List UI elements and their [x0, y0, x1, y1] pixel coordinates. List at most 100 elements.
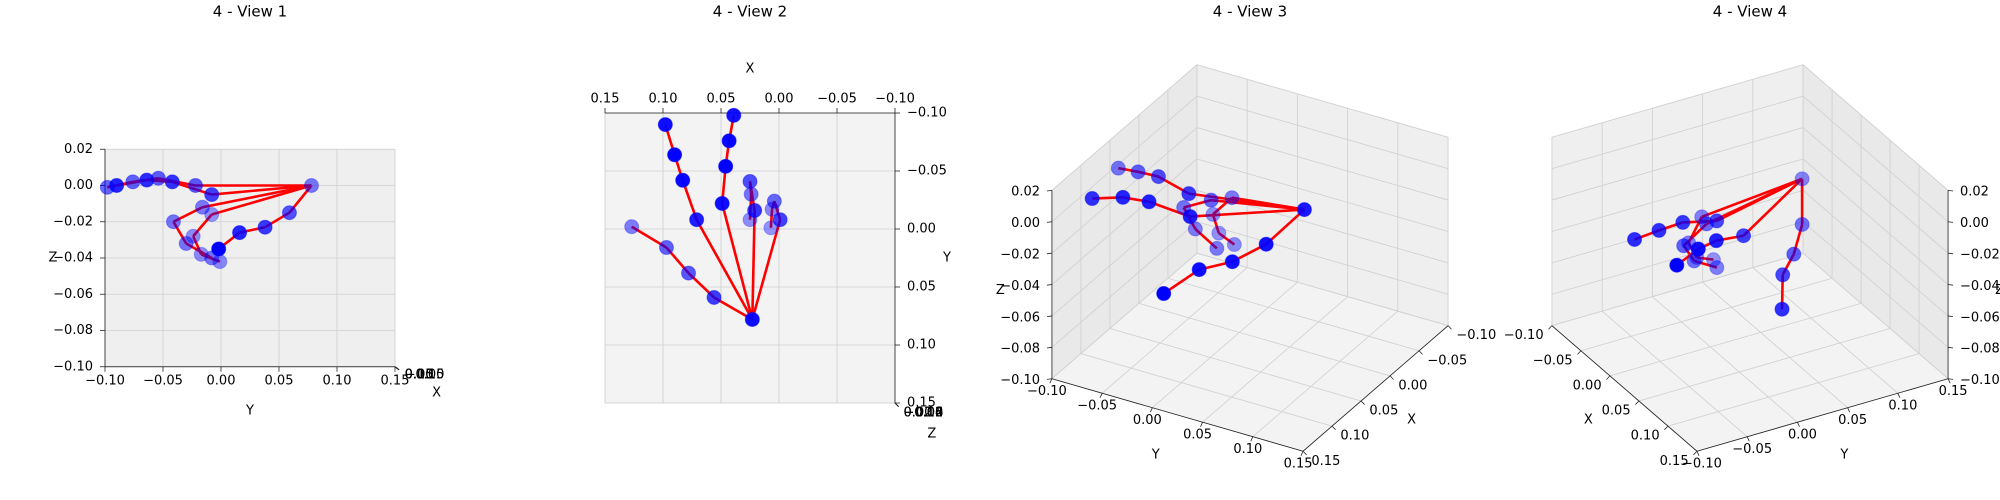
tick-mark	[1300, 451, 1304, 456]
tick-mark	[1948, 284, 1954, 286]
keypoint	[766, 193, 782, 209]
bone	[695, 219, 754, 321]
tick-label: −0.10	[875, 92, 915, 107]
tick-label: 0.00	[1960, 216, 1989, 231]
tick-mark	[1360, 400, 1365, 405]
tick-label: −0.04	[1000, 279, 1040, 294]
tick-mark	[1099, 393, 1103, 398]
tick-mark	[1948, 378, 1954, 380]
tick-label: 0.10	[405, 368, 434, 383]
tick-label: −0.10	[907, 106, 947, 121]
tick-label: 0.15	[1939, 384, 1968, 399]
keypoint	[675, 172, 691, 188]
keypoint	[204, 207, 220, 222]
tick-label: −0.05	[143, 373, 183, 388]
keypoint	[187, 178, 203, 193]
tick-label: 0.02	[1011, 185, 1040, 200]
tick-label: 0.00	[907, 222, 936, 237]
keypoint	[1150, 169, 1166, 185]
tick-label: −0.10	[1456, 328, 1496, 343]
keypoint	[1689, 249, 1705, 265]
axis-label: Z	[927, 427, 936, 442]
axis-label: Y	[1839, 447, 1848, 462]
grid-line	[1802, 64, 1949, 191]
keypoint	[726, 107, 742, 123]
bone	[1742, 177, 1803, 237]
keypoint	[1209, 240, 1225, 256]
tick-mark	[1897, 393, 1901, 398]
tick-label: −0.10	[1000, 373, 1040, 388]
keypoint	[1736, 228, 1752, 244]
tick-label: 0.10	[1631, 429, 1660, 444]
bone	[1194, 228, 1218, 250]
grid-line	[1752, 267, 1899, 394]
bone	[191, 235, 203, 255]
axis-label: X	[432, 386, 441, 401]
tick-label: 0.05	[265, 373, 294, 388]
grid-line	[1551, 64, 1804, 138]
tick-label: −0.02	[903, 405, 943, 420]
tick-label: −0.05	[1533, 353, 1573, 368]
keypoint	[624, 219, 640, 235]
tick-label: 0.05	[1369, 404, 1398, 419]
tick-label: 0.15	[591, 92, 620, 107]
keypoint	[1224, 190, 1240, 206]
grid-line	[1802, 221, 1949, 348]
bone	[211, 184, 312, 196]
grid-line	[1802, 252, 1949, 380]
bone	[1190, 208, 1305, 218]
keypoint	[658, 240, 674, 256]
keypoint	[1694, 209, 1710, 225]
tick-mark	[1046, 189, 1052, 192]
tick-label: 0.10	[1233, 442, 1262, 457]
keypoint	[281, 205, 297, 221]
tick-label: 0.15	[405, 368, 434, 383]
tick-mark	[1548, 325, 1553, 330]
tick-mark	[1046, 221, 1052, 223]
keypoint	[1258, 236, 1274, 252]
keypoint	[1115, 189, 1131, 205]
keypoint	[1675, 214, 1691, 230]
axis-label: X	[746, 62, 755, 77]
tick-label: 0.02	[64, 142, 93, 157]
tick-label: −0.10	[903, 405, 943, 420]
grid-line	[1152, 281, 1298, 409]
axis-label: Y	[245, 403, 254, 418]
keypoint	[1705, 252, 1721, 268]
keypoint	[714, 195, 730, 211]
keypoint	[1226, 237, 1242, 253]
grid-line	[1196, 158, 1449, 232]
keypoint	[212, 254, 228, 270]
keypoint	[1176, 199, 1192, 215]
keypoint	[718, 158, 734, 174]
bone	[1687, 216, 1703, 244]
tick-label: −0.06	[53, 287, 93, 302]
keypoint	[1794, 216, 1810, 232]
grid-line	[1638, 328, 1891, 402]
axis-label: Y	[942, 251, 951, 266]
tick-label: 0.00	[1133, 413, 1162, 428]
keypoint	[744, 311, 760, 327]
tick-label: 0.10	[1888, 398, 1917, 413]
keypoint	[1651, 222, 1667, 238]
tick-mark	[894, 402, 899, 407]
bone	[192, 213, 213, 238]
tick-label: −0.08	[903, 405, 943, 420]
keypoint	[204, 187, 220, 203]
grid-line	[1167, 277, 1420, 352]
tick-label: −0.02	[1960, 248, 2000, 263]
keypoint	[1698, 216, 1714, 232]
tick-label: −0.05	[1732, 442, 1772, 457]
bone	[1265, 208, 1306, 246]
axis-label: Y	[1151, 447, 1160, 462]
tick-label: 0.15	[381, 373, 410, 388]
keypoint	[1775, 267, 1791, 283]
keypoint	[204, 250, 220, 266]
tick-label: −0.04	[53, 251, 93, 266]
tick-label: 0.00	[64, 178, 93, 193]
tick-label: −0.10	[1682, 456, 1722, 471]
grid-line	[1138, 302, 1391, 377]
tick-label: −0.10	[53, 359, 93, 374]
keypoint	[165, 214, 181, 230]
keypoint	[125, 174, 141, 190]
